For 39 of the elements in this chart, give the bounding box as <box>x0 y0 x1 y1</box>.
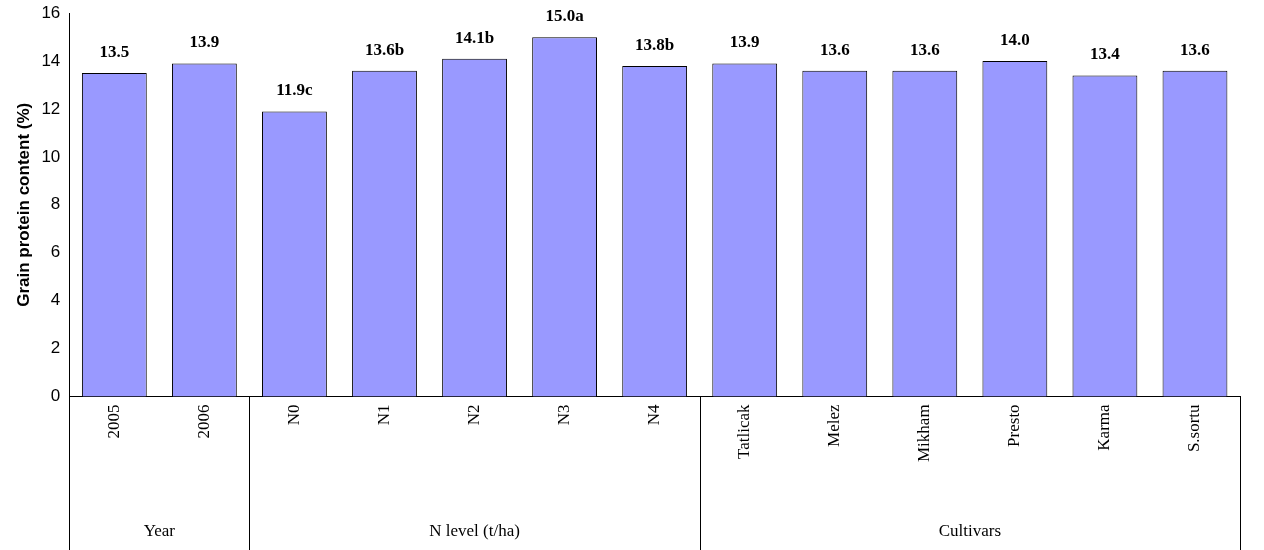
data-label: 13.6 <box>819 39 850 59</box>
x-tick-label: N3 <box>554 404 574 426</box>
data-label: 14.1b <box>454 27 495 47</box>
x-tick-label: S.sortu <box>1184 403 1204 453</box>
x-tick-label: N0 <box>283 404 303 426</box>
data-label: 13.6 <box>1180 39 1210 59</box>
data-label: 14.0 <box>999 29 1030 49</box>
data-label: 13.6 <box>909 39 940 59</box>
y-tick-label: 8 <box>50 194 61 214</box>
data-label: 13.8b <box>635 34 675 54</box>
y-tick-label: 14 <box>41 50 61 70</box>
y-axis-title: Grain protein content (%) <box>13 102 33 307</box>
y-tick-label: 12 <box>41 98 61 118</box>
x-tick-label: N4 <box>644 403 664 426</box>
x-tick-label: Mikham <box>914 404 934 462</box>
y-tick-label: 16 <box>41 2 61 22</box>
y-tick-label: 6 <box>50 242 61 262</box>
text: Cultivars <box>938 521 1002 541</box>
data-label: 13.5 <box>99 41 130 61</box>
data-label: 11.9c <box>276 80 314 100</box>
data-label: 13.6b <box>364 39 405 59</box>
y-tick-label: 0 <box>50 386 61 406</box>
text: Year <box>143 521 176 541</box>
x-tick-label: 2005 <box>103 404 123 439</box>
data-label: 13.4 <box>1090 44 1121 64</box>
x-tick-label: N2 <box>464 404 484 426</box>
data-label: 13.9 <box>729 32 760 52</box>
x-tick-label: Karma <box>1094 403 1114 451</box>
x-tick-label: 2006 <box>193 404 213 439</box>
data-label: 15.0a <box>545 6 585 26</box>
data-label: 13.9 <box>189 32 220 52</box>
y-tick-label: 10 <box>41 146 61 166</box>
x-tick-label: N1 <box>373 404 393 426</box>
x-tick-label: Presto <box>1004 404 1024 447</box>
text: N level (t/ha) <box>429 521 520 541</box>
x-tick-label: Tatlicak <box>734 403 754 459</box>
x-tick-label: Melez <box>824 403 844 447</box>
y-tick-label: 4 <box>50 290 61 310</box>
y-tick-label: 2 <box>50 338 61 358</box>
